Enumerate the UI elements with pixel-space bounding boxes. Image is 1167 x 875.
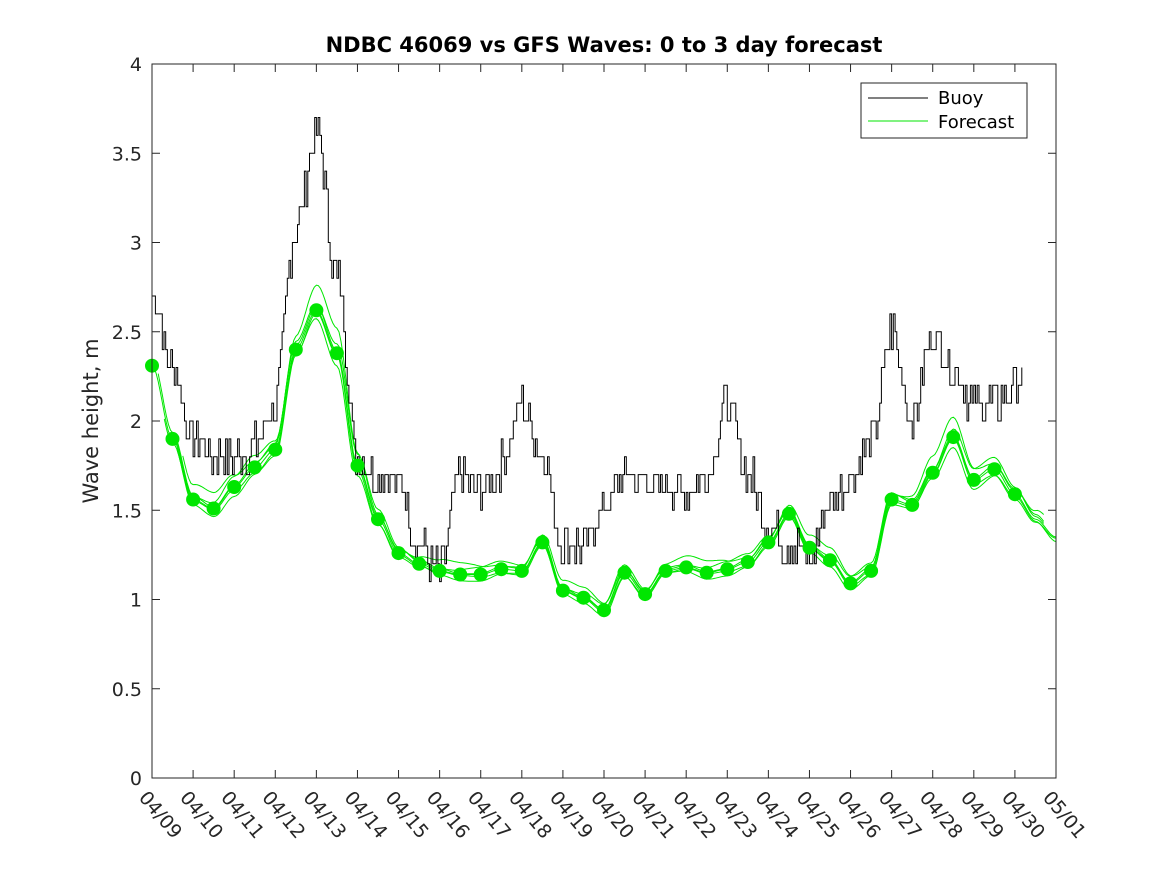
forecast-point [494, 562, 509, 577]
forecast-point [699, 565, 714, 580]
forecast-point [617, 565, 632, 580]
forecast-point [453, 567, 468, 582]
forecast-point [597, 603, 611, 618]
forecast-point [740, 555, 755, 569]
forecast-point [781, 506, 796, 521]
forecast-point [987, 462, 1002, 477]
forecast-point [823, 553, 837, 568]
y-tick-label: 1 [130, 590, 142, 612]
forecast-point [514, 563, 529, 578]
chart-title: NDBC 46069 vs GFS Waves: 0 to 3 day fore… [326, 33, 883, 57]
y-tick-label: 0.5 [112, 679, 142, 701]
y-tick-label: 2.5 [112, 322, 142, 344]
forecast-line [182, 284, 1045, 605]
forecast-point [268, 442, 283, 457]
legend: Buoy Forecast [860, 82, 1028, 139]
forecast-point [309, 303, 324, 318]
y-tick-label: 2 [130, 411, 142, 433]
forecast-point [884, 492, 899, 507]
y-axis-label: Wave height, m [79, 338, 103, 503]
forecast-point [412, 556, 427, 571]
forecast-point [473, 567, 488, 582]
forecast-point [802, 540, 817, 555]
forecast-point [905, 497, 920, 512]
y-tick-label: 3 [130, 233, 142, 255]
forecast-point [535, 535, 550, 550]
forecast-point [1007, 487, 1022, 502]
forecast-point [165, 431, 180, 446]
forecast-point [432, 563, 447, 578]
legend-box [860, 82, 1028, 139]
forecast-markers [145, 303, 1022, 618]
legend-forecast-label: Forecast [938, 112, 1014, 133]
buoy-line [152, 117, 1023, 583]
forecast-point [227, 480, 242, 494]
buoy-series [152, 117, 1023, 583]
y-tick-label: 1.5 [112, 500, 142, 522]
y-axis: 0 0.5 1 1.5 2 2.5 3 3.5 4 [112, 54, 1056, 790]
forecast-point [946, 430, 961, 445]
forecast-point [186, 492, 201, 507]
forecast-point [371, 512, 385, 527]
forecast-point [843, 576, 858, 591]
forecast-point [925, 465, 940, 480]
forecast-point [247, 460, 262, 475]
plot-area [152, 64, 1056, 778]
forecast-point [288, 342, 303, 357]
forecast-point [679, 560, 694, 575]
forecast-point [658, 563, 673, 578]
forecast-point [576, 590, 591, 605]
forecast-point [638, 587, 653, 602]
y-tick-label: 3.5 [112, 143, 142, 165]
y-tick-label: 4 [130, 54, 142, 76]
forecast-point [720, 562, 735, 577]
forecast-point [555, 583, 570, 598]
forecast-point [966, 472, 981, 487]
forecast-point [864, 563, 879, 578]
forecast-point [206, 501, 221, 516]
y-tick-label: 0 [130, 768, 142, 790]
forecast-point [329, 346, 344, 361]
forecast-point [391, 546, 406, 561]
forecast-point [350, 458, 365, 473]
forecast-point [761, 535, 776, 550]
legend-buoy-label: Buoy [938, 88, 984, 109]
